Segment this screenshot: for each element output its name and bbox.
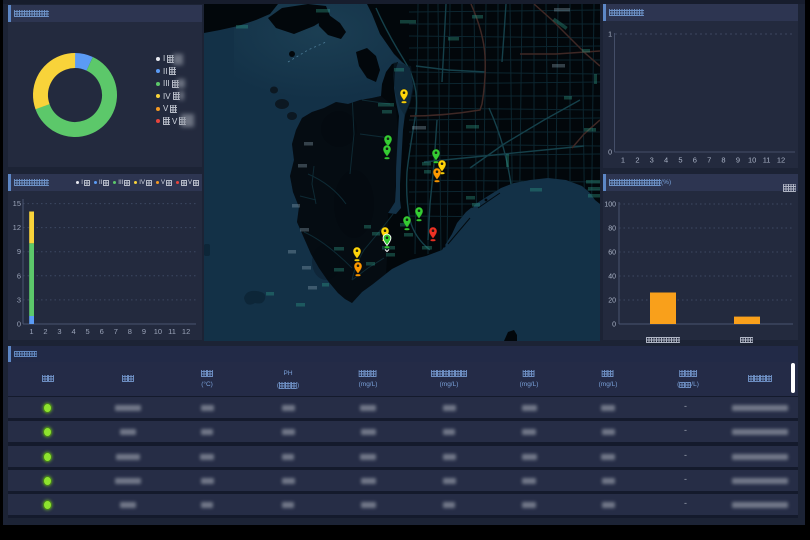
svg-text:8: 8 — [721, 156, 725, 165]
svg-text:6: 6 — [693, 156, 697, 165]
svg-text:2: 2 — [635, 156, 639, 165]
svg-text:60: 60 — [608, 250, 616, 257]
svg-text:0: 0 — [608, 150, 612, 157]
svg-text:10: 10 — [748, 156, 756, 165]
svg-text:4: 4 — [664, 156, 668, 165]
svg-text:12: 12 — [777, 156, 785, 165]
svg-text:40: 40 — [608, 274, 616, 281]
svg-text:3: 3 — [57, 327, 61, 336]
svg-text:3: 3 — [650, 156, 654, 165]
svg-text:0: 0 — [612, 322, 616, 329]
svg-text:5: 5 — [678, 156, 682, 165]
svg-text:11: 11 — [168, 327, 176, 336]
svg-text:0: 0 — [17, 320, 21, 329]
svg-text:15: 15 — [13, 199, 21, 208]
svg-text:12: 12 — [182, 327, 190, 336]
svg-text:9: 9 — [142, 327, 146, 336]
svg-text:1: 1 — [29, 327, 33, 336]
svg-text:4: 4 — [72, 327, 76, 336]
svg-text:5: 5 — [86, 327, 90, 336]
svg-text:1: 1 — [608, 32, 612, 39]
svg-text:7: 7 — [114, 327, 118, 336]
svg-text:12: 12 — [13, 223, 21, 232]
svg-text:10: 10 — [154, 327, 162, 336]
svg-text:8: 8 — [128, 327, 132, 336]
svg-text:9: 9 — [17, 247, 21, 256]
svg-text:1: 1 — [621, 156, 625, 165]
svg-text:9: 9 — [736, 156, 740, 165]
svg-text:100: 100 — [604, 202, 616, 209]
svg-text:2: 2 — [43, 327, 47, 336]
svg-text:6: 6 — [17, 271, 21, 280]
svg-text:6: 6 — [100, 327, 104, 336]
svg-text:20: 20 — [608, 298, 616, 305]
svg-text:80: 80 — [608, 226, 616, 233]
svg-text:7: 7 — [707, 156, 711, 165]
svg-text:3: 3 — [17, 295, 21, 304]
svg-text:11: 11 — [763, 156, 771, 165]
